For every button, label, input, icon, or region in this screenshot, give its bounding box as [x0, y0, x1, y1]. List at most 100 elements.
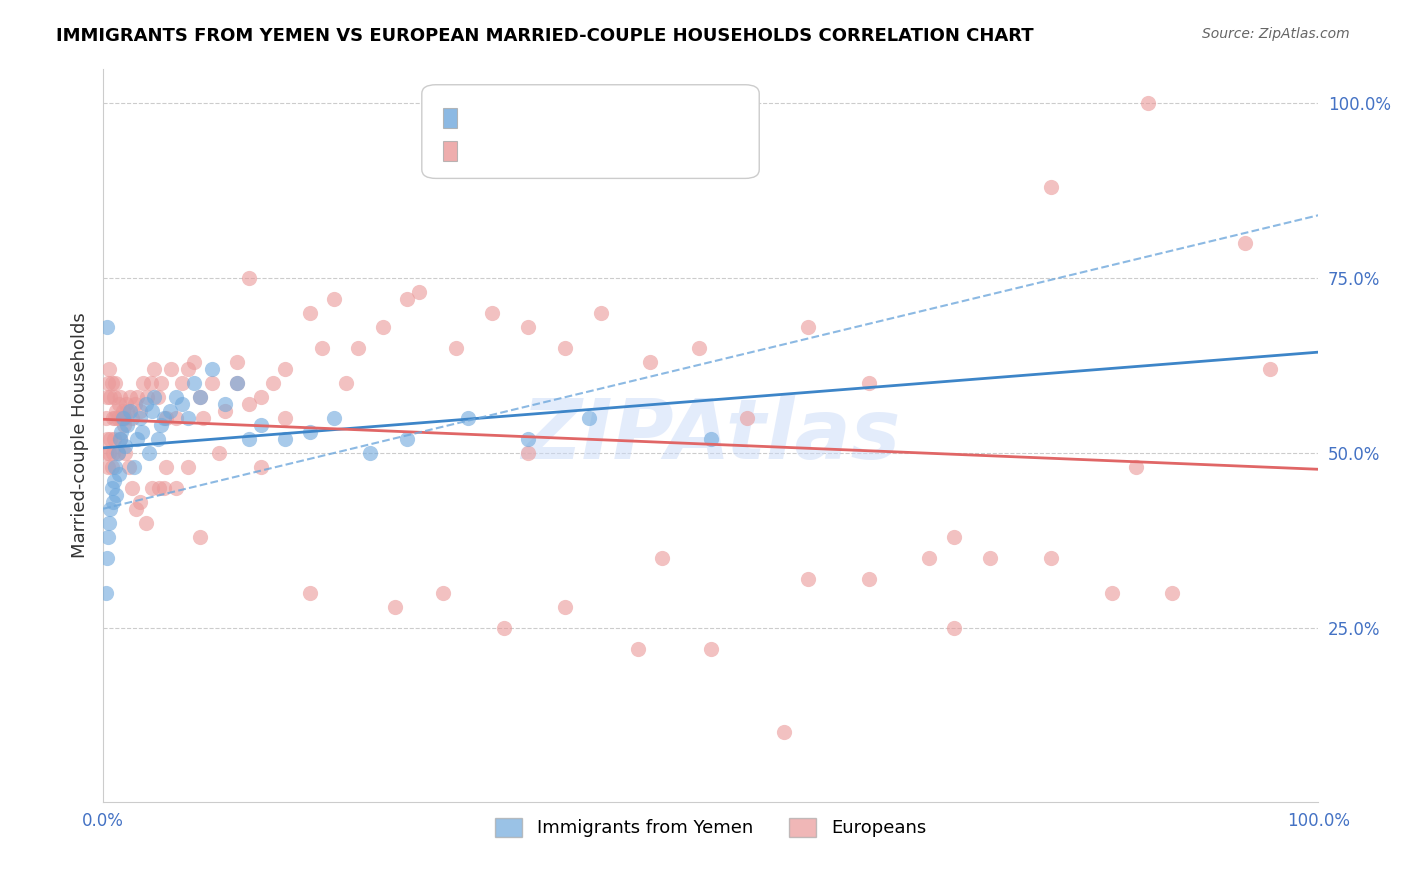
- Point: [143, 390, 166, 404]
- Point: [408, 285, 430, 300]
- Point: [96, 550, 118, 565]
- Point: [96, 390, 118, 404]
- Point: [138, 446, 160, 460]
- Point: [298, 585, 321, 599]
- Point: [100, 501, 122, 516]
- Point: [105, 488, 128, 502]
- Point: [111, 411, 134, 425]
- Point: [118, 404, 141, 418]
- Point: [155, 459, 177, 474]
- Point: [127, 432, 149, 446]
- Point: [107, 411, 129, 425]
- Point: [124, 397, 146, 411]
- Point: [98, 516, 121, 530]
- Point: [131, 425, 153, 439]
- Point: [1234, 236, 1257, 251]
- Point: [395, 292, 418, 306]
- Point: [98, 446, 121, 460]
- Point: [114, 411, 136, 425]
- Point: [772, 725, 794, 739]
- Text: R = 0.129    N = 117: R = 0.129 N = 117: [461, 143, 664, 161]
- Point: [108, 397, 131, 411]
- Point: [177, 459, 200, 474]
- Point: [627, 641, 650, 656]
- Point: [96, 320, 118, 334]
- Point: [1161, 585, 1184, 599]
- Point: [225, 376, 247, 390]
- Y-axis label: Married-couple Households: Married-couple Households: [72, 312, 89, 558]
- Point: [153, 411, 176, 425]
- Point: [153, 481, 176, 495]
- Point: [103, 432, 125, 446]
- Point: [122, 459, 145, 474]
- Point: [172, 397, 194, 411]
- Point: [183, 355, 205, 369]
- Point: [188, 530, 211, 544]
- Point: [128, 495, 150, 509]
- Point: [135, 397, 157, 411]
- Point: [172, 376, 194, 390]
- Point: [98, 362, 121, 376]
- Point: [517, 446, 540, 460]
- Point: [250, 417, 273, 432]
- Text: R = 0.321    N = 50: R = 0.321 N = 50: [461, 110, 652, 128]
- Point: [150, 417, 173, 432]
- Point: [107, 446, 129, 460]
- Point: [146, 390, 169, 404]
- Point: [155, 411, 177, 425]
- Point: [699, 432, 721, 446]
- Point: [797, 320, 820, 334]
- Point: [183, 376, 205, 390]
- Point: [347, 341, 370, 355]
- Point: [323, 292, 346, 306]
- Point: [94, 585, 117, 599]
- Point: [128, 411, 150, 425]
- Point: [104, 459, 127, 474]
- Point: [494, 621, 516, 635]
- Point: [517, 432, 540, 446]
- Point: [114, 439, 136, 453]
- Point: [359, 446, 381, 460]
- Point: [105, 404, 128, 418]
- Point: [225, 376, 247, 390]
- Point: [96, 432, 118, 446]
- Point: [100, 432, 122, 446]
- Point: [146, 432, 169, 446]
- Point: [554, 599, 576, 614]
- Point: [177, 362, 200, 376]
- Point: [214, 397, 236, 411]
- Point: [335, 376, 357, 390]
- Point: [942, 621, 965, 635]
- Point: [165, 411, 187, 425]
- Text: Source: ZipAtlas.com: Source: ZipAtlas.com: [1202, 27, 1350, 41]
- Point: [110, 411, 132, 425]
- Point: [159, 404, 181, 418]
- Point: [735, 411, 758, 425]
- Point: [371, 320, 394, 334]
- Point: [101, 446, 124, 460]
- Point: [274, 362, 297, 376]
- Point: [135, 390, 157, 404]
- Point: [688, 341, 710, 355]
- Point: [250, 459, 273, 474]
- Point: [481, 306, 503, 320]
- Point: [165, 390, 187, 404]
- Point: [121, 411, 143, 425]
- Point: [207, 446, 229, 460]
- Point: [110, 425, 132, 439]
- Point: [115, 397, 138, 411]
- Point: [432, 585, 454, 599]
- Point: [108, 467, 131, 481]
- Point: [139, 376, 162, 390]
- Point: [188, 390, 211, 404]
- Point: [108, 390, 131, 404]
- Point: [384, 599, 406, 614]
- Point: [979, 550, 1001, 565]
- Point: [127, 390, 149, 404]
- Point: [117, 417, 139, 432]
- Point: [112, 417, 135, 432]
- Point: [114, 446, 136, 460]
- Point: [517, 320, 540, 334]
- Point: [797, 572, 820, 586]
- Point: [395, 432, 418, 446]
